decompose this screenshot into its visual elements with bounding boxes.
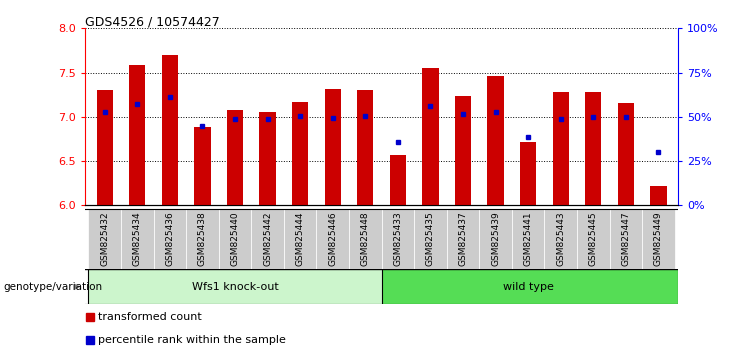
Bar: [610, 209, 642, 269]
Text: GSM825441: GSM825441: [524, 211, 533, 266]
Bar: [96, 90, 113, 205]
Text: GSM825445: GSM825445: [589, 211, 598, 266]
Bar: [349, 209, 382, 269]
Text: GSM825434: GSM825434: [133, 211, 142, 266]
Text: GSM825433: GSM825433: [393, 211, 402, 266]
Text: transformed count: transformed count: [99, 312, 202, 322]
Bar: [382, 209, 414, 269]
Text: Wfs1 knock-out: Wfs1 knock-out: [192, 282, 279, 292]
Text: GSM825449: GSM825449: [654, 211, 663, 266]
Bar: [325, 88, 341, 205]
Bar: [292, 102, 308, 205]
Text: GSM825440: GSM825440: [230, 211, 239, 266]
Text: GSM825438: GSM825438: [198, 211, 207, 266]
Bar: [162, 55, 178, 205]
Text: GSM825443: GSM825443: [556, 211, 565, 266]
Bar: [259, 113, 276, 205]
Text: GSM825444: GSM825444: [296, 212, 305, 266]
Bar: [390, 155, 406, 205]
Bar: [488, 76, 504, 205]
Bar: [88, 209, 121, 269]
Text: GSM825446: GSM825446: [328, 211, 337, 266]
Text: GDS4526 / 10574427: GDS4526 / 10574427: [85, 16, 220, 29]
Text: percentile rank within the sample: percentile rank within the sample: [99, 335, 286, 346]
Text: GSM825432: GSM825432: [100, 211, 109, 266]
Bar: [545, 209, 577, 269]
Bar: [316, 209, 349, 269]
Bar: [153, 209, 186, 269]
Bar: [447, 209, 479, 269]
Bar: [651, 186, 667, 205]
Bar: [186, 209, 219, 269]
Bar: [129, 65, 145, 205]
Bar: [577, 209, 610, 269]
Bar: [479, 209, 512, 269]
Text: GSM825439: GSM825439: [491, 211, 500, 266]
Text: GSM825447: GSM825447: [622, 211, 631, 266]
Text: GSM825435: GSM825435: [426, 211, 435, 266]
Text: GSM825448: GSM825448: [361, 211, 370, 266]
Bar: [227, 110, 243, 205]
Bar: [642, 209, 675, 269]
Bar: [121, 209, 153, 269]
Text: genotype/variation: genotype/variation: [4, 282, 103, 292]
Bar: [251, 209, 284, 269]
Bar: [357, 90, 373, 205]
Bar: [422, 68, 439, 205]
Text: wild type: wild type: [502, 282, 554, 292]
Bar: [618, 103, 634, 205]
Bar: [414, 209, 447, 269]
Bar: [455, 96, 471, 205]
Bar: [512, 209, 545, 269]
Bar: [585, 92, 602, 205]
Bar: [194, 127, 210, 205]
Bar: [88, 269, 382, 304]
Bar: [219, 209, 251, 269]
Bar: [382, 269, 678, 304]
Bar: [284, 209, 316, 269]
Bar: [553, 92, 569, 205]
Text: GSM825437: GSM825437: [459, 211, 468, 266]
Bar: [520, 142, 536, 205]
Text: GSM825436: GSM825436: [165, 211, 174, 266]
Text: GSM825442: GSM825442: [263, 212, 272, 266]
